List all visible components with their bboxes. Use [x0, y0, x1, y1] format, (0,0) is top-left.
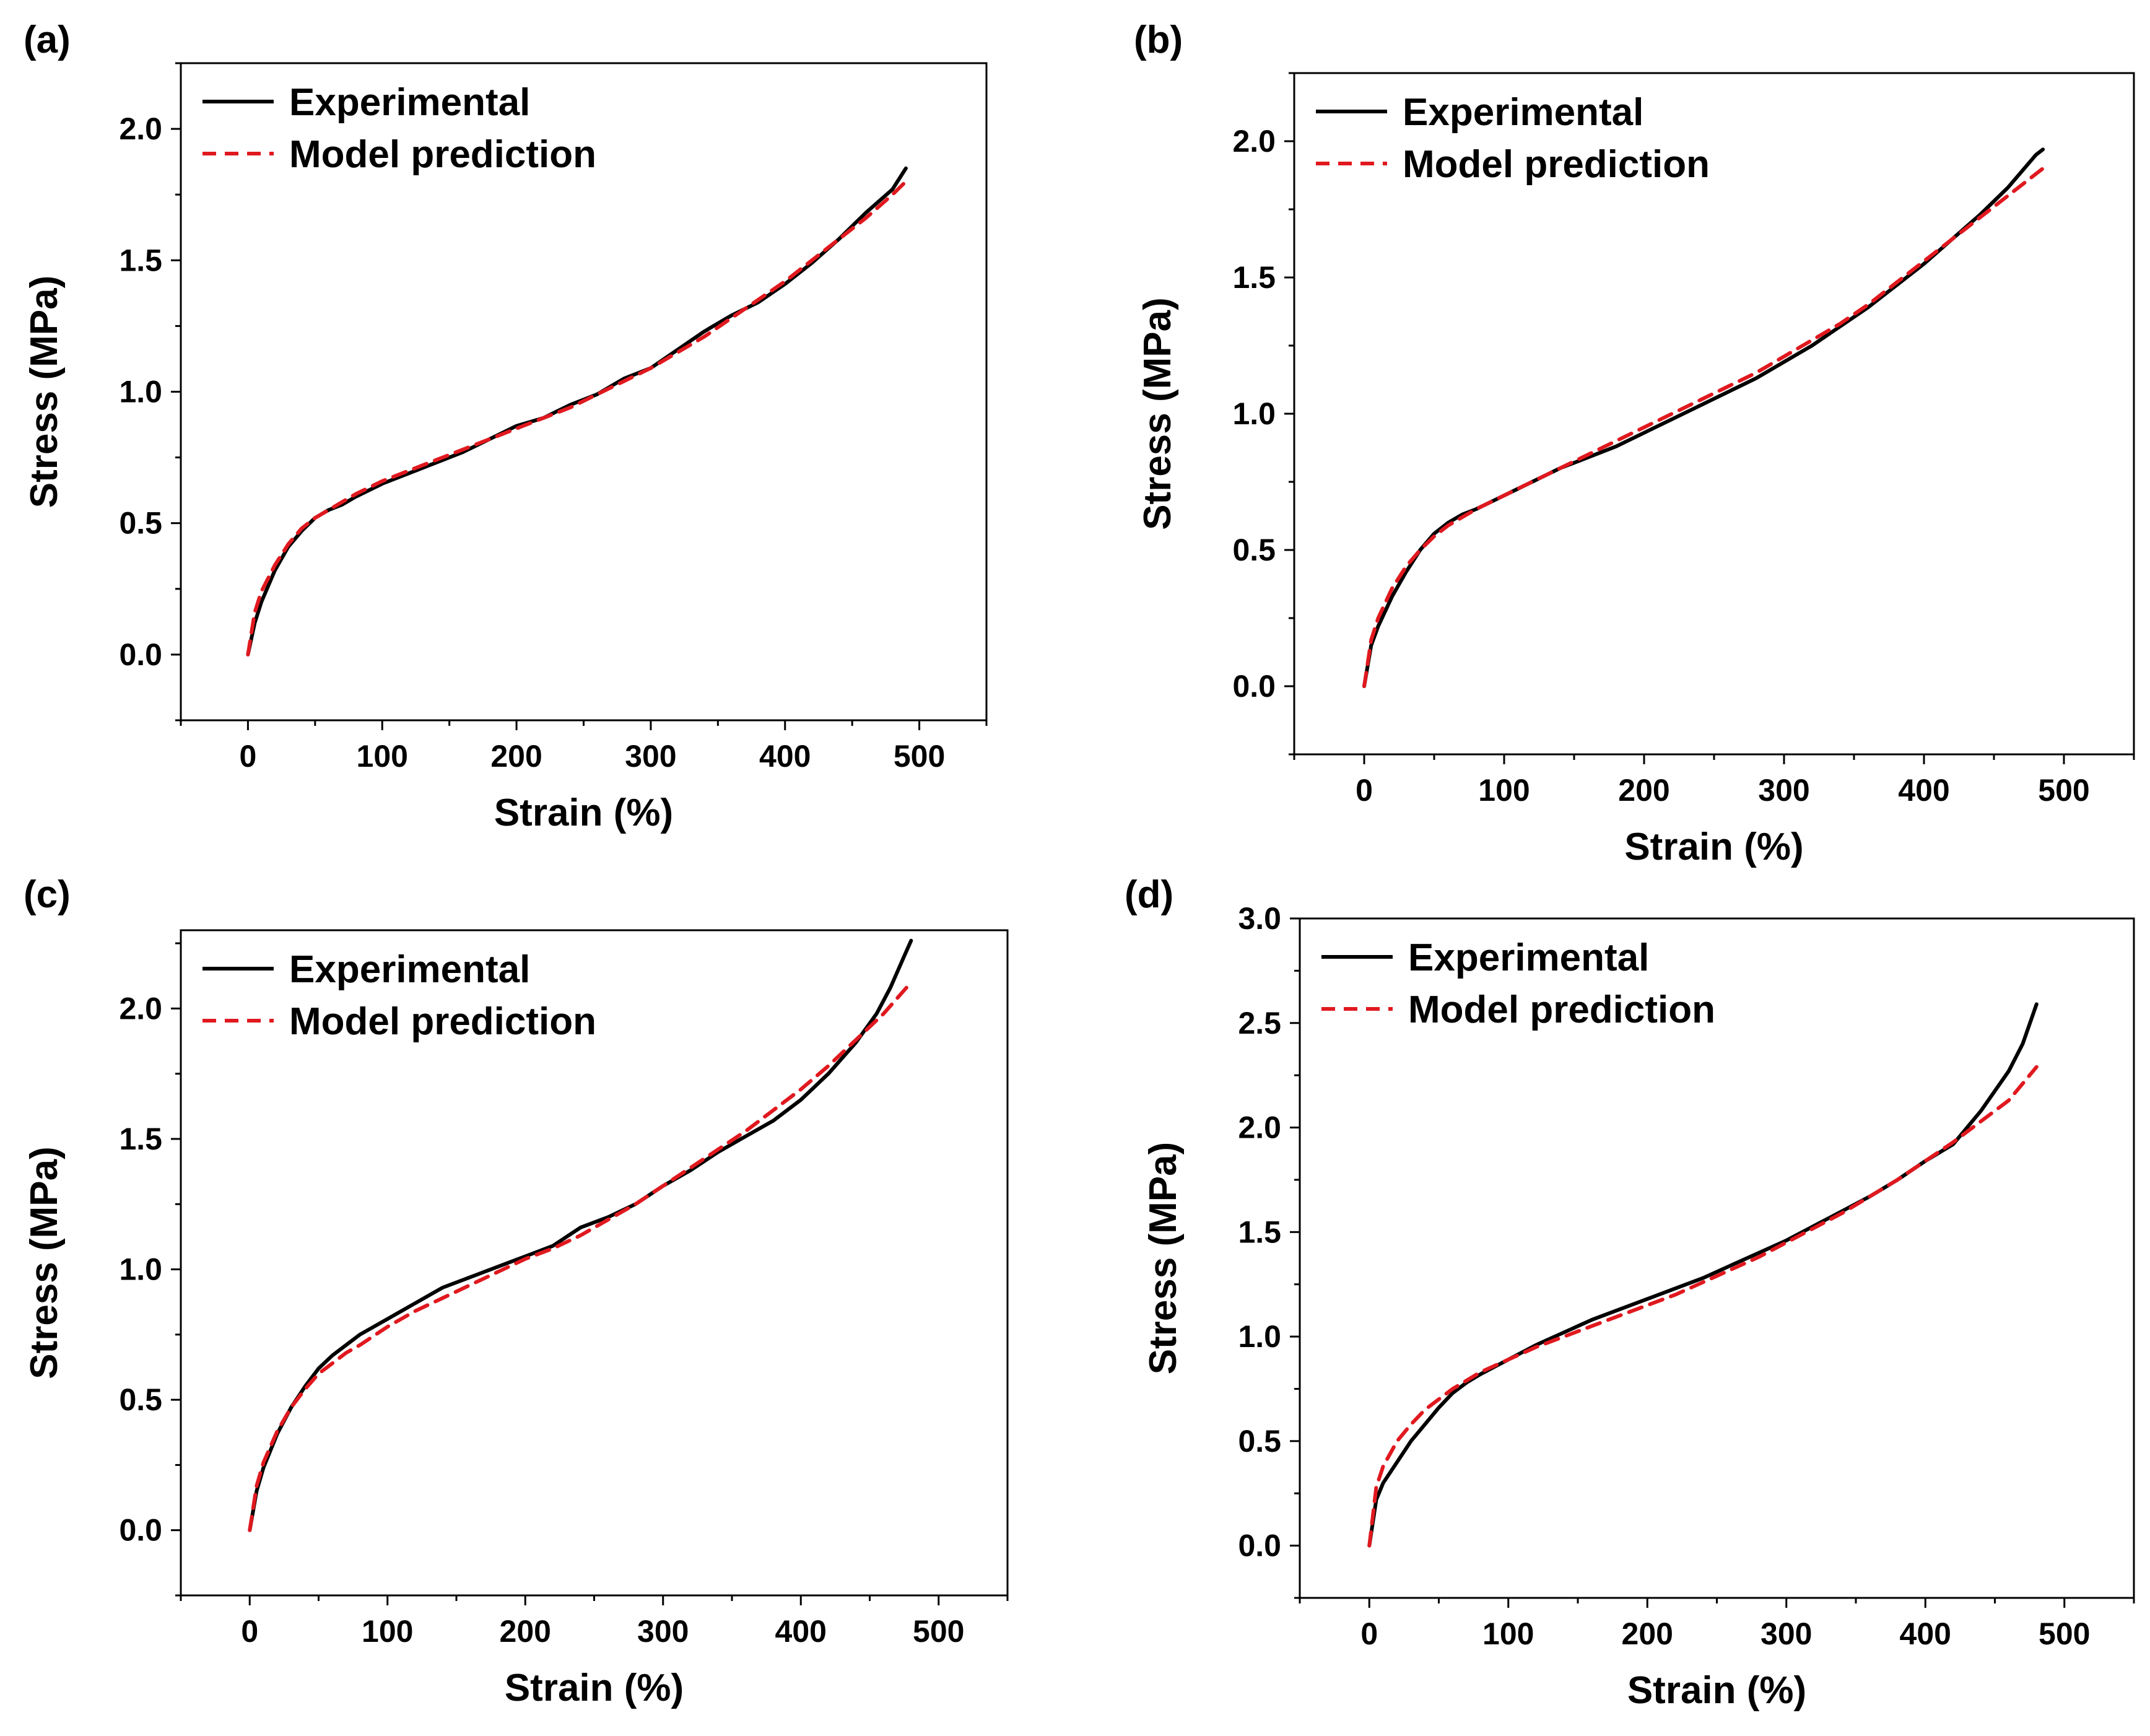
panel-c: (c) 0 100 200 300 400 500 0.0 0.5 1.0 1.5 2.0 Strain… [23, 873, 1009, 1709]
y-tick-label: 0.0 [119, 1513, 162, 1548]
panel-label: (b) [1134, 19, 1183, 61]
panel-d: (d) 0 100 200 300 400 500 0.0 0.5 1.0 1.5 2.0 2.5 3.0… [1125, 873, 2135, 1712]
series-line-experimental [246, 166, 908, 656]
series-line-model-prediction [1367, 1065, 2039, 1548]
x-tick-label: 200 [1618, 773, 1669, 808]
y-tick-label: 0.0 [1238, 1529, 1281, 1563]
series-line-experimental [1367, 1002, 2039, 1548]
x-tick-label: 500 [913, 1614, 964, 1649]
y-tick-label: 2.0 [119, 111, 162, 146]
x-tick-label: 500 [2039, 1616, 2090, 1651]
x-axis-title: Strain (%) [1627, 1669, 1806, 1712]
y-tick-label: 0.5 [1232, 533, 1276, 567]
y-tick-label: 1.5 [1232, 260, 1276, 295]
legend-label: Experimental [1403, 91, 1643, 134]
x-tick-label: 300 [625, 739, 676, 774]
x-tick-label: 300 [637, 1614, 689, 1649]
legend-label: Model prediction [289, 133, 596, 176]
x-axis-title: Strain (%) [1624, 826, 1803, 868]
series-line-model-prediction [248, 980, 913, 1532]
y-tick-label: 3.0 [1238, 901, 1281, 936]
panel-b: (b) 0 100 200 300 400 500 0.0 0.5 1.0 1.5 2.0 Strain… [1134, 19, 2135, 868]
panel-label: (c) [24, 873, 71, 916]
x-axis-title: Strain (%) [494, 792, 673, 834]
y-tick-label: 2.0 [1238, 1110, 1281, 1145]
x-tick-label: 0 [1360, 1616, 1378, 1651]
x-tick-label: 500 [894, 739, 945, 774]
x-axis-title: Strain (%) [505, 1667, 684, 1709]
panel-a: (a) 0 100 200 300 400 500 0.0 0.5 1.0 1.5 2.0 Strain… [23, 19, 988, 834]
x-tick-label: 200 [500, 1614, 551, 1649]
x-tick-label: 100 [1482, 1616, 1534, 1651]
y-tick-label: 1.5 [119, 243, 162, 277]
y-tick-label: 2.0 [1232, 124, 1276, 159]
x-tick-label: 200 [490, 739, 542, 774]
x-tick-label: 100 [357, 739, 408, 774]
y-tick-label: 1.0 [1238, 1319, 1281, 1354]
y-tick-label: 0.5 [1238, 1424, 1281, 1459]
y-tick-label: 0.5 [119, 1382, 162, 1417]
x-tick-label: 100 [1478, 773, 1530, 808]
y-axis-title: Stress (MPa) [1136, 297, 1179, 530]
panel-label: (a) [24, 19, 71, 61]
y-tick-label: 1.0 [119, 1252, 162, 1287]
x-tick-label: 500 [2038, 773, 2089, 808]
legend-label: Experimental [289, 948, 530, 991]
y-tick-label: 2.0 [119, 991, 162, 1026]
y-tick-label: 0.0 [119, 637, 162, 672]
x-tick-label: 0 [1356, 773, 1373, 808]
legend-label: Experimental [1408, 936, 1649, 979]
y-tick-label: 0.5 [119, 506, 162, 541]
y-tick-label: 0.0 [1232, 669, 1276, 704]
series-line-model-prediction [246, 180, 908, 656]
legend-label: Model prediction [289, 1000, 596, 1043]
x-tick-label: 400 [1900, 1616, 1951, 1651]
x-tick-label: 100 [362, 1614, 413, 1649]
x-tick-label: 200 [1622, 1616, 1673, 1651]
legend-label: Model prediction [1408, 988, 1715, 1031]
x-tick-label: 300 [1758, 773, 1809, 808]
x-tick-label: 300 [1760, 1616, 1812, 1651]
panel-label: (d) [1125, 873, 1173, 916]
y-axis-title: Stress (MPa) [23, 1146, 66, 1379]
legend-label: Experimental [289, 81, 530, 124]
series-line-experimental [248, 938, 913, 1532]
y-tick-label: 1.5 [119, 1122, 162, 1156]
y-axis-title: Stress (MPa) [23, 276, 66, 508]
legend-label: Model prediction [1403, 143, 1710, 186]
y-axis-title: Stress (MPa) [1142, 1142, 1185, 1375]
x-tick-label: 0 [241, 1614, 258, 1649]
series-line-model-prediction [1362, 167, 2045, 688]
x-tick-label: 400 [1898, 773, 1949, 808]
y-tick-label: 1.0 [1232, 396, 1276, 431]
x-tick-label: 400 [759, 739, 811, 774]
y-tick-label: 2.5 [1238, 1006, 1281, 1040]
y-tick-label: 1.5 [1238, 1215, 1281, 1249]
x-tick-label: 400 [775, 1614, 827, 1649]
y-tick-label: 1.0 [119, 375, 162, 409]
x-tick-label: 0 [240, 739, 257, 774]
series-line-experimental [1362, 147, 2045, 688]
